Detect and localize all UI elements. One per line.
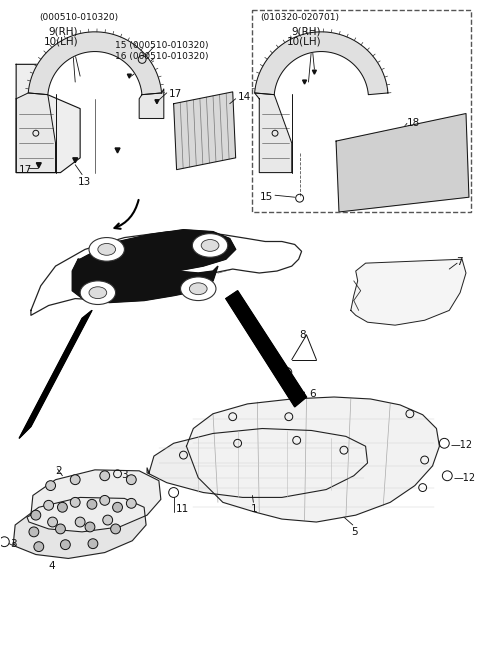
Circle shape (56, 524, 65, 534)
Text: 6: 6 (310, 389, 316, 399)
Ellipse shape (201, 240, 219, 252)
Text: 15: 15 (260, 193, 274, 202)
Polygon shape (78, 229, 236, 273)
Circle shape (100, 471, 109, 480)
Circle shape (70, 475, 80, 484)
Polygon shape (31, 231, 301, 315)
Polygon shape (115, 148, 120, 153)
Ellipse shape (80, 281, 116, 305)
Polygon shape (351, 259, 466, 325)
Circle shape (113, 503, 122, 512)
Polygon shape (336, 113, 469, 212)
Polygon shape (28, 32, 162, 95)
Text: —12: —12 (453, 473, 475, 483)
Text: 18: 18 (407, 119, 420, 128)
Ellipse shape (89, 287, 107, 299)
Circle shape (60, 539, 70, 550)
Polygon shape (27, 470, 161, 532)
Circle shape (46, 480, 56, 491)
Bar (252, 10, 471, 212)
Circle shape (31, 510, 41, 520)
Text: 4: 4 (48, 562, 55, 572)
Polygon shape (127, 74, 132, 78)
Circle shape (103, 515, 113, 525)
Circle shape (126, 499, 136, 508)
Polygon shape (254, 93, 292, 172)
Text: 9(RH): 9(RH) (48, 27, 78, 37)
Polygon shape (13, 497, 146, 558)
Ellipse shape (98, 244, 116, 255)
Circle shape (111, 524, 120, 534)
Text: 14: 14 (238, 92, 251, 102)
Circle shape (75, 517, 85, 527)
Text: (000510-010320): (000510-010320) (39, 13, 118, 22)
Polygon shape (147, 429, 368, 497)
Polygon shape (186, 397, 439, 522)
Ellipse shape (89, 238, 124, 261)
Circle shape (29, 527, 39, 537)
Text: 7: 7 (456, 257, 463, 267)
Polygon shape (155, 100, 159, 104)
Text: 17: 17 (19, 164, 32, 174)
Text: 10(LH): 10(LH) (287, 37, 322, 47)
Polygon shape (226, 291, 307, 407)
Text: 16 (000510-010320): 16 (000510-010320) (115, 52, 208, 60)
Polygon shape (254, 32, 388, 95)
Text: 5: 5 (351, 527, 358, 537)
Text: 8: 8 (300, 330, 306, 340)
Ellipse shape (180, 277, 216, 301)
Circle shape (48, 517, 58, 527)
Text: 3: 3 (10, 539, 17, 549)
Polygon shape (174, 92, 236, 170)
Text: 15 (000510-010320): 15 (000510-010320) (115, 41, 208, 50)
Polygon shape (312, 70, 316, 74)
Polygon shape (19, 311, 92, 438)
Ellipse shape (192, 234, 228, 257)
Text: 1: 1 (251, 505, 257, 514)
Polygon shape (73, 158, 78, 163)
Circle shape (126, 475, 136, 484)
Polygon shape (72, 259, 218, 303)
Text: —12: —12 (450, 440, 472, 450)
Polygon shape (16, 64, 80, 172)
Polygon shape (16, 93, 56, 172)
Circle shape (85, 522, 95, 532)
Polygon shape (36, 163, 41, 168)
Text: (010320-020701): (010320-020701) (260, 13, 339, 22)
Circle shape (87, 499, 97, 509)
Circle shape (88, 539, 98, 549)
Circle shape (44, 501, 54, 510)
Polygon shape (302, 80, 307, 84)
Text: 13: 13 (78, 176, 91, 187)
Polygon shape (139, 89, 164, 119)
Circle shape (100, 495, 109, 505)
Circle shape (70, 497, 80, 507)
Circle shape (34, 541, 44, 552)
Text: 17: 17 (169, 89, 182, 99)
Text: 2: 2 (56, 466, 62, 476)
Text: 10(LH): 10(LH) (44, 37, 78, 47)
Circle shape (58, 503, 67, 512)
Text: 9(RH): 9(RH) (292, 27, 321, 37)
Ellipse shape (190, 283, 207, 295)
Text: 11: 11 (176, 505, 189, 514)
Text: 3: 3 (121, 470, 128, 480)
Text: 12: 12 (277, 368, 289, 378)
